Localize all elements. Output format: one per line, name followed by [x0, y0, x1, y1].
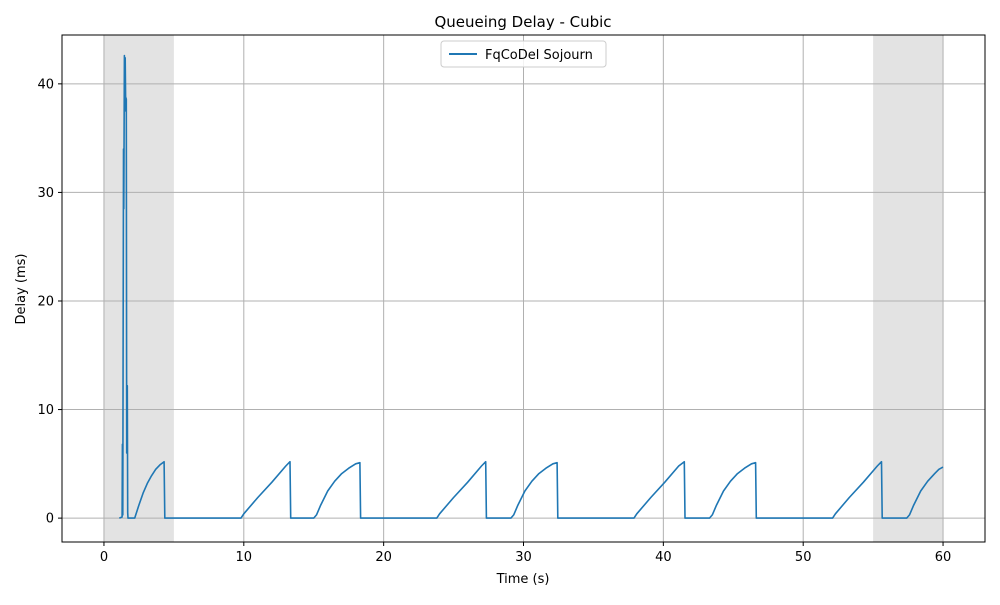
x-tick-label-4: 40	[655, 550, 672, 565]
y-tick-label-2: 20	[37, 294, 54, 309]
x-tick-label-0: 0	[100, 550, 108, 565]
x-axis-ticks: 0 10 20 30 40 50 60	[100, 542, 952, 565]
x-tick-label-3: 30	[515, 550, 532, 565]
x-tick-label-5: 50	[795, 550, 812, 565]
y-tick-label-1: 10	[37, 403, 54, 418]
y-axis-ticks: 0 10 20 30 40	[37, 77, 62, 527]
y-tick-label-4: 40	[37, 77, 54, 92]
y-tick-label-0: 0	[46, 512, 54, 527]
x-tick-label-2: 20	[375, 550, 392, 565]
series-layer	[119, 54, 944, 519]
legend-label: FqCoDel Sojourn	[485, 48, 593, 63]
x-axis-label: Time (s)	[496, 572, 550, 587]
chart-title: Queueing Delay - Cubic	[434, 13, 611, 31]
legend: FqCoDel Sojourn	[440, 40, 607, 68]
y-tick-label-3: 30	[37, 186, 54, 201]
series-line-0	[119, 54, 944, 519]
shaded-region-1	[873, 35, 944, 542]
y-axis-label: Delay (ms)	[14, 254, 29, 325]
shaded-regions	[103, 35, 944, 542]
shaded-region-0	[103, 35, 174, 542]
grid-lines	[62, 35, 985, 542]
x-tick-label-1: 10	[236, 550, 253, 565]
x-tick-label-6: 60	[935, 550, 952, 565]
legend-box	[440, 40, 607, 68]
